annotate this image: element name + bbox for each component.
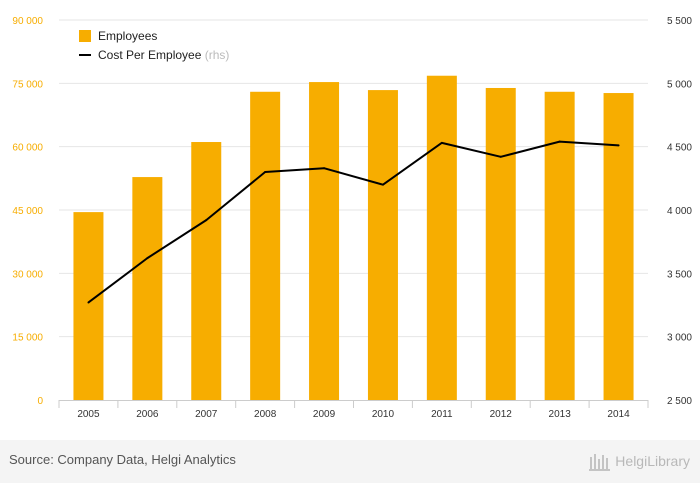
employees-bar — [250, 91, 281, 401]
left-tick-label: 15 000 — [12, 333, 43, 344]
x-tick-label: 2013 — [549, 409, 572, 420]
cost-per-employee-point — [323, 167, 326, 170]
right-tick-label: 2 500 — [667, 396, 692, 407]
right-tick-label: 3 500 — [667, 269, 692, 280]
employees-bar — [603, 93, 634, 401]
legend-swatch-employees — [79, 30, 91, 42]
legend-label-cost-name: Cost Per Employee — [98, 48, 205, 62]
cost-per-employee-point — [146, 257, 149, 260]
legend-label-employees: Employees — [98, 29, 157, 43]
legend: Employees Cost Per Employee (rhs) — [79, 29, 229, 62]
employees-bar — [309, 82, 340, 401]
x-tick-label: 2005 — [77, 409, 100, 420]
cost-per-employee-point — [87, 301, 90, 304]
right-tick-label: 5 000 — [667, 79, 692, 90]
x-tick-label: 2012 — [490, 409, 513, 420]
cost-per-employee-point — [264, 171, 267, 173]
employees-bar — [73, 212, 104, 400]
left-tick-label: 75 000 — [12, 79, 43, 90]
cost-per-employee-point — [499, 155, 502, 158]
helgi-library-logo[interactable]: HelgiLibrary — [589, 450, 690, 472]
left-tick-label: 0 — [37, 396, 43, 407]
x-tick-label: 2014 — [607, 409, 630, 420]
left-tick-label: 60 000 — [12, 143, 43, 154]
cost-per-employee-point — [558, 140, 561, 143]
legend-label-cost: Cost Per Employee (rhs) — [98, 48, 229, 62]
left-tick-label: 45 000 — [12, 206, 43, 217]
employees-bar — [544, 91, 575, 401]
cost-per-employee-line — [87, 140, 619, 304]
employees-bar — [367, 90, 398, 400]
cost-per-employee-point — [617, 144, 620, 147]
axes: 0 2 500 15 000 3 000 30 000 3 500 45 000 4 000 6… — [12, 16, 692, 420]
footer: Source: Company Data, Helgi Analytics He… — [0, 440, 700, 483]
source-text: Source: Company Data, Helgi Analytics — [9, 452, 236, 467]
employees-bar — [426, 75, 457, 400]
chart: 0 2 500 15 000 3 000 30 000 3 500 45 000 4 000 6… — [12, 16, 692, 420]
employees-bar — [191, 142, 222, 400]
left-tick-label: 90 000 — [12, 16, 43, 27]
right-tick-label: 5 500 — [667, 16, 692, 27]
cost-line — [87, 140, 620, 304]
cost-per-employee-point — [205, 219, 208, 222]
legend-label-rhs: (rhs) — [205, 48, 230, 62]
x-tick-label: 2010 — [372, 409, 395, 420]
cost-per-employee-point — [381, 183, 384, 186]
bars — [73, 75, 634, 401]
x-tick-label: 2011 — [431, 409, 453, 420]
employees-bar — [485, 87, 516, 400]
library-icon — [589, 454, 611, 471]
x-tick-label: 2006 — [136, 409, 159, 420]
brand-name: HelgiLibrary — [615, 453, 690, 469]
left-tick-label: 30 000 — [12, 269, 43, 280]
x-tick-label: 2007 — [195, 409, 218, 420]
x-tick-label: 2008 — [254, 409, 277, 420]
right-tick-label: 3 000 — [667, 333, 692, 344]
employees-bar — [132, 177, 163, 400]
cost-per-employee-point — [440, 141, 443, 144]
x-tick-label: 2009 — [313, 409, 336, 420]
right-tick-label: 4 000 — [667, 206, 692, 217]
right-tick-label: 4 500 — [667, 143, 692, 154]
